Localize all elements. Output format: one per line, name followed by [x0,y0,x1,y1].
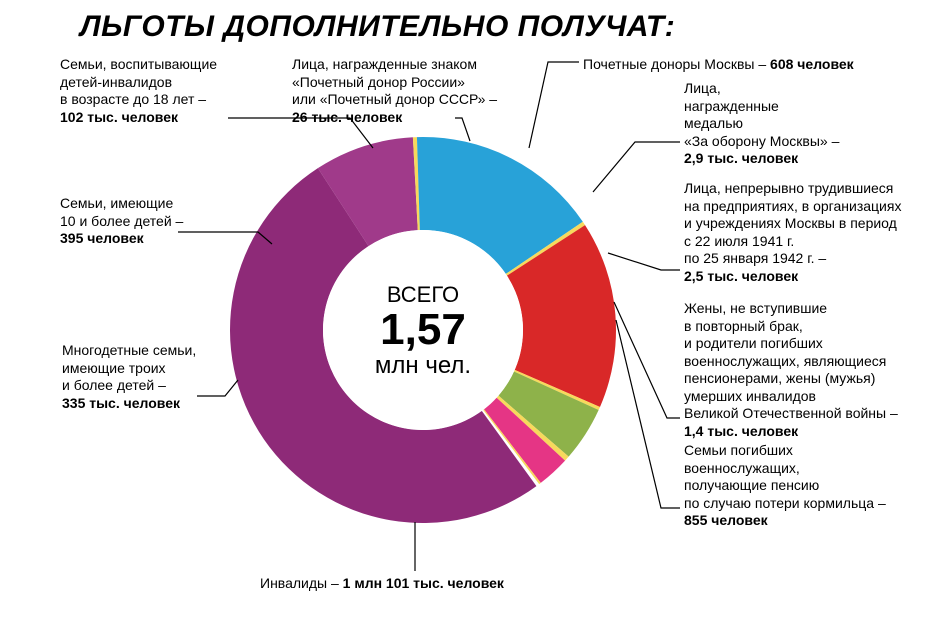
callout-value: 2,9 тыс. человек [684,150,798,166]
callout-text: Лица,награжденныемедалью«За оборону Моск… [684,80,839,149]
callout-invalids: Инвалиды – 1 млн 101 тыс. человек [260,575,520,593]
callout-donor-russia: Лица, награжденные знаком«Почетный донор… [292,56,552,126]
callout-value: 1 млн 101 тыс. человек [343,575,504,591]
callout-value: 395 человек [60,230,144,246]
callout-medal-defense: Лица,награжденныемедалью«За оборону Моск… [684,80,924,168]
chart-center-label: ВСЕГО 1,57 млн чел. [338,282,508,380]
callout-text: Лица, награжденные знаком«Почетный донор… [292,56,497,107]
callout-multi3: Многодетные семьи,имеющие троихи более д… [62,342,252,412]
callout-value: 26 тыс. человек [292,109,402,125]
callout-orphans: Семьи погибшихвоеннослужащих,получающие … [684,442,934,530]
callout-text: Многодетные семьи,имеющие троихи более д… [62,342,196,393]
callout-text: Семьи, имеющие10 и более детей – [60,195,183,229]
callout-text: Инвалиды – [260,575,339,591]
callout-text: Семьи погибшихвоеннослужащих,получающие … [684,442,886,511]
callout-wives: Жены, не вступившиев повторный брак,и ро… [684,300,934,440]
callout-donor-moscow: Почетные доноры Москвы – 608 человек [583,56,923,74]
leader-medal_defense [593,142,680,192]
callout-text: Лица, непрерывно трудившиесяна предприят… [684,180,901,266]
leader-orphans [616,320,680,508]
leader-worked_1941 [608,253,680,270]
callout-value: 855 человек [684,512,768,528]
callout-multi10: Семьи, имеющие10 и более детей – 395 чел… [60,195,240,248]
callout-value: 102 тыс. человек [60,109,178,125]
callout-value: 2,5 тыс. человек [684,268,798,284]
callout-value: 335 тыс. человек [62,395,180,411]
center-line3: млн чел. [338,352,508,380]
callout-value: 608 человек [770,56,854,72]
leader-wives [614,302,680,418]
callout-worked-1941: Лица, непрерывно трудившиесяна предприят… [684,180,934,285]
callout-disabled-kids: Семьи, воспитывающиедетей-инвалидовв воз… [60,56,270,126]
callout-text: Семьи, воспитывающиедетей-инвалидовв воз… [60,56,217,107]
center-line2: 1,57 [338,308,508,352]
callout-text: Почетные доноры Москвы – [583,56,766,72]
callout-text: Жены, не вступившиев повторный брак,и ро… [684,300,898,421]
callout-value: 1,4 тыс. человек [684,423,798,439]
